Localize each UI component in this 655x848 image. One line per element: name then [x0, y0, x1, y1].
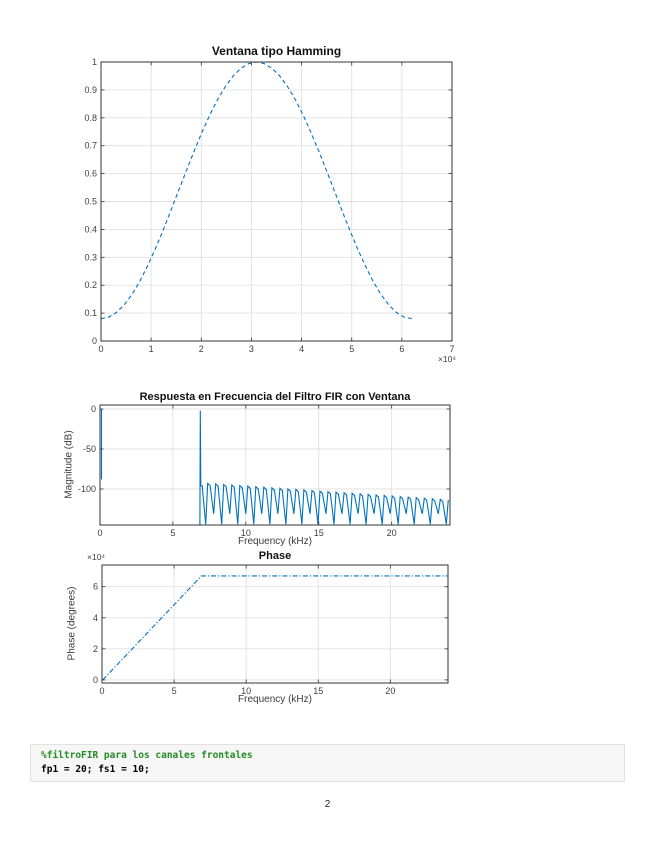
svg-text:15: 15 [314, 528, 324, 538]
svg-text:5: 5 [170, 528, 175, 538]
magnitude-y-axis-label: Magnitude (dB) [63, 430, 75, 499]
svg-text:0: 0 [98, 344, 103, 354]
svg-text:×10⁴: ×10⁴ [87, 552, 105, 562]
svg-text:0.2: 0.2 [84, 280, 97, 290]
svg-text:×10⁴: ×10⁴ [438, 354, 456, 364]
svg-text:5: 5 [172, 686, 177, 696]
code-statement-line: fp1 = 20; fs1 = 10; [41, 764, 150, 775]
svg-text:0: 0 [97, 528, 102, 538]
svg-text:1: 1 [92, 57, 97, 67]
code-comment-line: %filtroFIR para los canales frontales [41, 750, 253, 761]
svg-text:5: 5 [349, 344, 354, 354]
svg-text:7: 7 [449, 344, 454, 354]
svg-text:0.4: 0.4 [84, 224, 97, 234]
svg-text:0.9: 0.9 [84, 85, 97, 95]
phase-chart-title: Phase [258, 550, 292, 562]
phase-x-axis-label: Frequency (kHz) [238, 694, 312, 705]
matlab-code-block: %filtroFIR para los canales frontales fp… [30, 744, 625, 782]
svg-text:4: 4 [299, 344, 304, 354]
hamming-chart-title: Ventana tipo Hamming [211, 44, 342, 58]
magnitude-x-axis-label: Frequency (kHz) [238, 536, 312, 547]
svg-text:-50: -50 [83, 444, 96, 454]
svg-text:6: 6 [93, 582, 98, 592]
svg-text:0.6: 0.6 [84, 169, 97, 179]
svg-text:0.3: 0.3 [84, 252, 97, 262]
svg-text:0.8: 0.8 [84, 113, 97, 123]
svg-text:0: 0 [92, 336, 97, 346]
svg-text:6: 6 [399, 344, 404, 354]
svg-text:0: 0 [99, 686, 104, 696]
svg-text:1: 1 [149, 344, 154, 354]
svg-text:2: 2 [199, 344, 204, 354]
page-number: 2 [324, 799, 331, 810]
svg-text:2: 2 [93, 644, 98, 654]
svg-text:0: 0 [91, 404, 96, 414]
svg-text:-100: -100 [78, 484, 96, 494]
svg-text:20: 20 [387, 528, 397, 538]
phase-y-axis-label: Phase (degrees) [66, 586, 78, 661]
svg-text:10: 10 [241, 528, 251, 538]
svg-text:0.5: 0.5 [84, 197, 97, 207]
svg-text:0: 0 [93, 675, 98, 685]
svg-text:10: 10 [241, 686, 251, 696]
svg-text:0.1: 0.1 [84, 308, 97, 318]
svg-text:20: 20 [385, 686, 395, 696]
svg-text:4: 4 [93, 613, 98, 623]
svg-text:0.7: 0.7 [84, 141, 97, 151]
svg-text:3: 3 [249, 344, 254, 354]
svg-text:15: 15 [313, 686, 323, 696]
magnitude-chart-title: Respuesta en Frecuencia del Filtro FIR c… [139, 391, 411, 403]
